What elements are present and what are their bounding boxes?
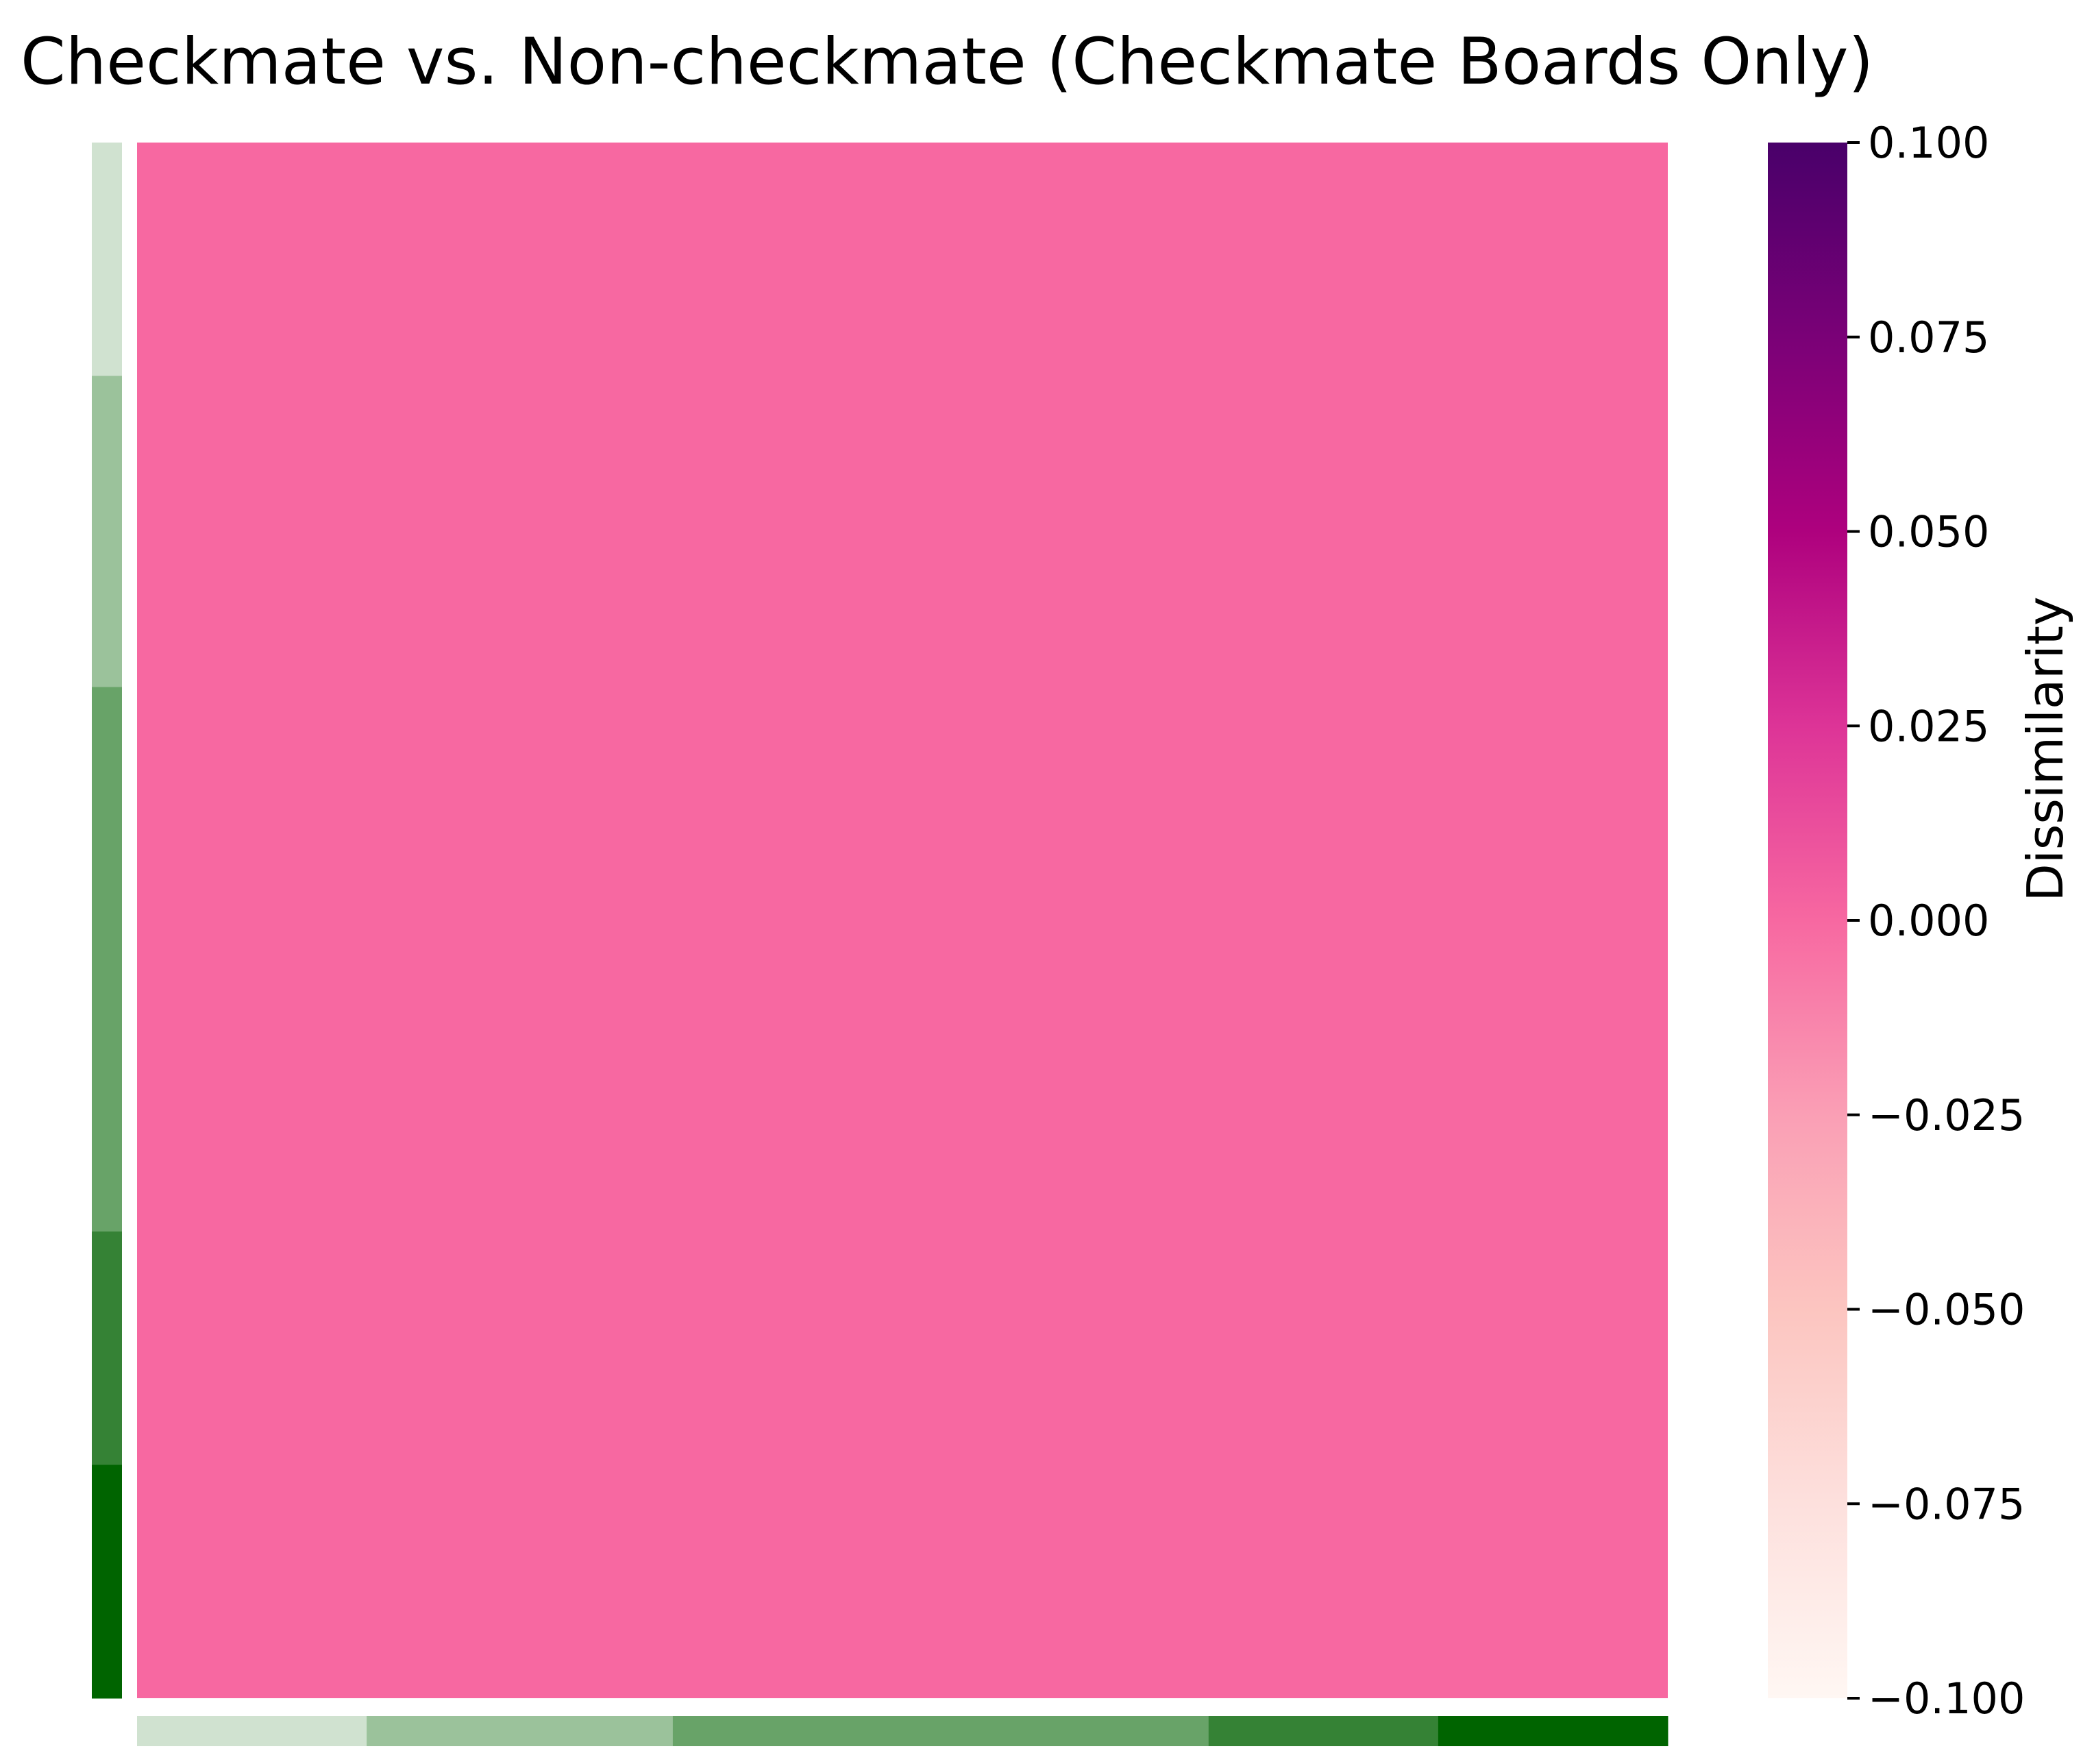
colorbar-tick-label: 0.025 <box>1868 701 1990 751</box>
colorbar-tick-label: −0.100 <box>1868 1674 2025 1724</box>
colorbar-tick-label: −0.025 <box>1868 1090 2025 1140</box>
row-group-segment-1 <box>92 143 122 376</box>
row-group-strip <box>92 143 122 1699</box>
chart-title: Checkmate vs. Non-checkmate (Checkmate B… <box>21 25 1873 99</box>
column-group-strip <box>137 1716 1668 1746</box>
column-group-segment-3 <box>672 1716 1209 1746</box>
colorbar <box>1768 143 1847 1698</box>
row-group-segment-2 <box>92 376 122 687</box>
colorbar-label: Dissimilarity <box>2017 596 2074 901</box>
colorbar-tick-label: −0.075 <box>1868 1479 2025 1529</box>
column-group-segment-2 <box>367 1716 674 1746</box>
column-group-segment-4 <box>1208 1716 1439 1746</box>
row-group-segment-5 <box>92 1465 122 1699</box>
colorbar-tick-label: 0.000 <box>1868 896 1990 946</box>
colorbar-ticks: 0.100 0.075 0.050 0.025 0.000 −0.025 −0.050 −0.… <box>1847 118 2025 1724</box>
colorbar-tick-label: 0.050 <box>1868 507 1990 557</box>
column-group-segment-1 <box>137 1716 367 1746</box>
column-group-segment-5 <box>1438 1716 1668 1746</box>
row-group-segment-3 <box>92 687 122 1232</box>
colorbar-tick-label: 0.075 <box>1868 313 1990 363</box>
heatmap-cell <box>137 143 1668 1698</box>
colorbar-tick-label: 0.100 <box>1868 118 1990 168</box>
colorbar-tick-label: −0.050 <box>1868 1285 2025 1335</box>
row-group-segment-4 <box>92 1232 122 1465</box>
